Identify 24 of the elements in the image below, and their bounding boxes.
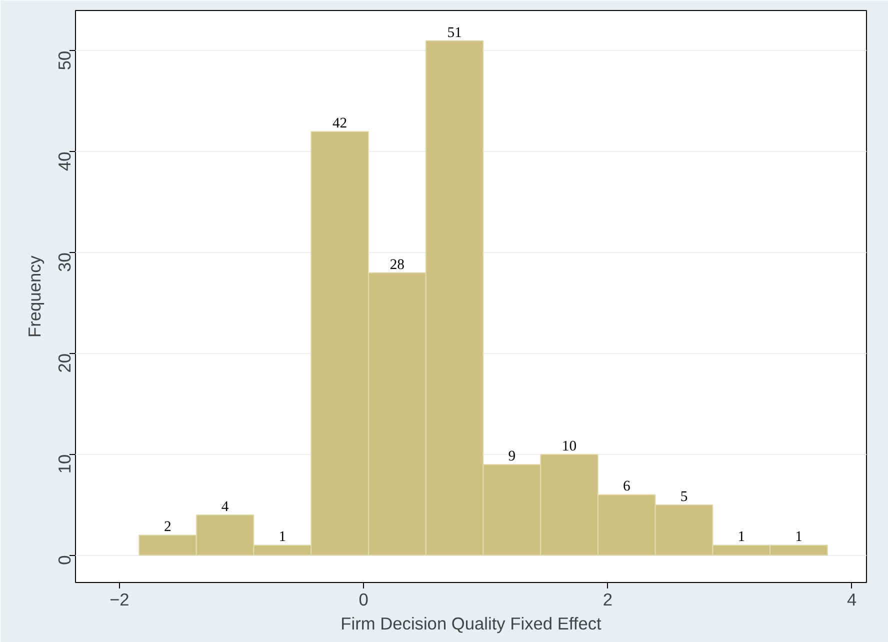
x-tick-label: −2	[110, 590, 130, 610]
y-axis-title: Frequency	[24, 255, 44, 338]
data-label: 10	[562, 438, 577, 454]
y-tick-label: 20	[54, 353, 74, 373]
data-label: 1	[738, 529, 746, 546]
data-label: 2	[164, 519, 172, 536]
data-label: 28	[390, 256, 404, 273]
y-tick-label: 40	[54, 152, 74, 172]
x-tick-label: 4	[847, 590, 858, 610]
x-axis-title: Firm Decision Quality Fixed Effect	[340, 614, 602, 634]
data-label: 4	[221, 498, 230, 515]
y-tick-label: 0	[54, 555, 74, 565]
data-label: 6	[622, 478, 630, 495]
y-tick-label: 10	[54, 454, 74, 474]
data-label: 42	[332, 116, 348, 132]
y-tick-label: 30	[54, 252, 74, 272]
x-tick-label: 2	[602, 590, 613, 610]
data-label: 51	[447, 24, 462, 41]
x-tick-label: 0	[358, 590, 368, 610]
y-tick-label: 50	[54, 50, 74, 70]
data-label: 1	[795, 529, 802, 546]
data-label: 9	[508, 448, 516, 464]
data-label: 1	[278, 529, 286, 546]
data-label: 5	[680, 488, 688, 505]
